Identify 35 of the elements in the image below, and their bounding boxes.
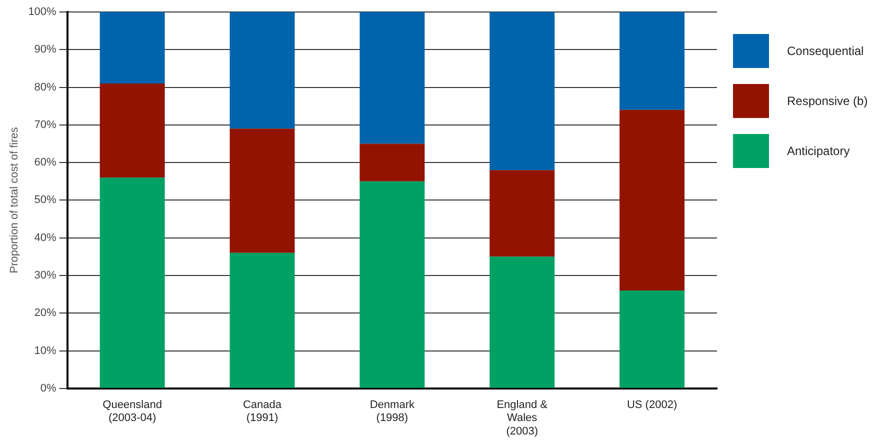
bar xyxy=(620,290,685,388)
bar xyxy=(230,252,295,388)
bar xyxy=(620,110,685,291)
y-tick-label: 50% xyxy=(34,194,57,206)
x-tick-label: Denmark (1998) xyxy=(370,399,415,424)
bar xyxy=(360,144,425,182)
y-tick-label: 80% xyxy=(34,81,57,94)
y-tick-label: 100% xyxy=(28,6,57,18)
bar xyxy=(100,84,165,178)
bar xyxy=(360,181,425,388)
x-tick-label: England & Wales (2003) xyxy=(496,399,548,438)
y-tick-label: 10% xyxy=(34,344,57,357)
bar xyxy=(620,12,685,110)
bar xyxy=(360,12,425,144)
y-tick-label: 0% xyxy=(40,382,57,394)
x-tick-label: US (2002) xyxy=(626,399,678,412)
y-tick-label: 60% xyxy=(34,156,57,169)
y-tick-label: 70% xyxy=(34,118,57,131)
text: Consequential xyxy=(787,44,864,58)
y-axis-title: Proportion of total cost of fires xyxy=(8,126,21,274)
bar xyxy=(490,256,555,388)
bar xyxy=(100,12,165,84)
bar xyxy=(490,170,555,257)
text: Responsive (b) xyxy=(787,94,868,108)
text: Anticipatory xyxy=(787,144,850,158)
y-tick-label: 40% xyxy=(34,232,57,244)
bar xyxy=(100,178,165,388)
x-tick-label: Queensland (2003-04) xyxy=(102,399,162,424)
x-tick-label: Canada (1991) xyxy=(242,399,282,424)
bar xyxy=(230,12,295,129)
y-tick-label: 90% xyxy=(34,44,57,56)
bar xyxy=(490,12,555,170)
y-tick-label: 30% xyxy=(34,270,57,282)
bar xyxy=(230,128,295,253)
y-tick-label: 20% xyxy=(34,307,57,320)
